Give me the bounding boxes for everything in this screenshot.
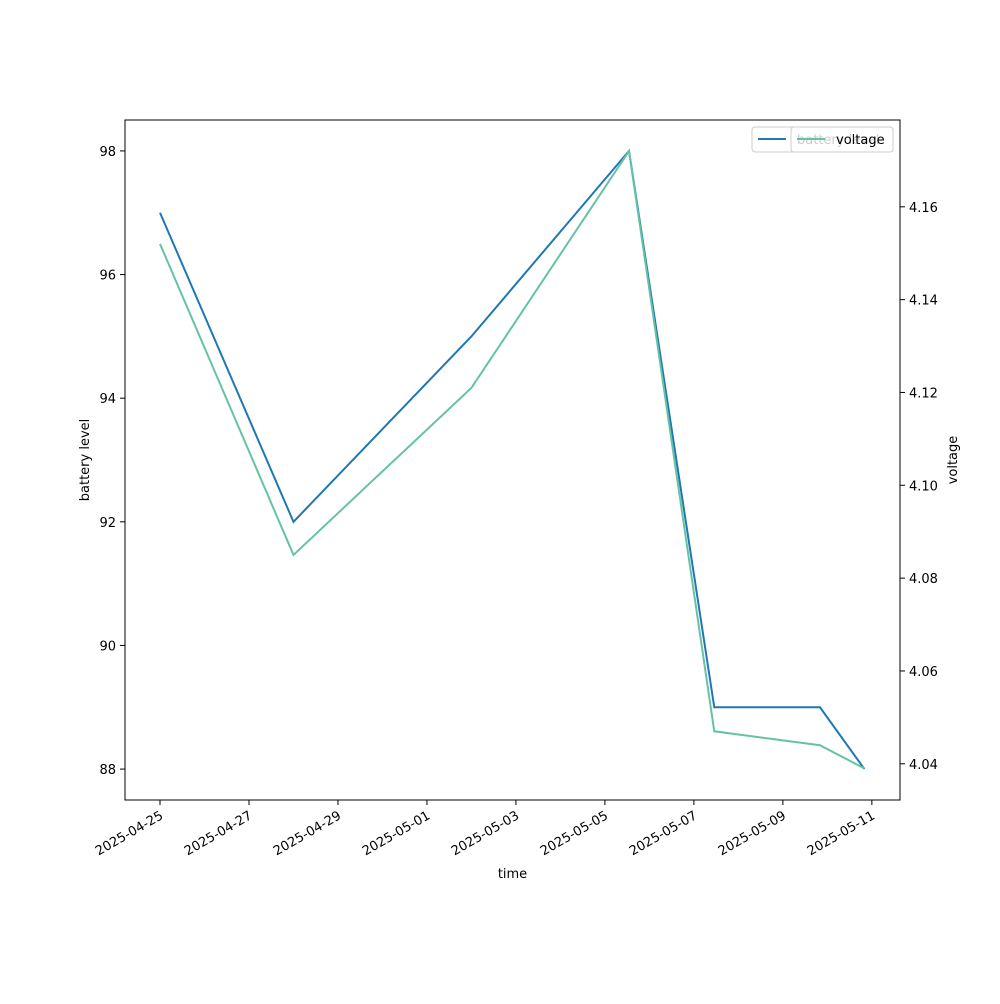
line-series — [159, 148, 865, 770]
y2-tick-label: 4.06 — [909, 665, 938, 680]
y2-tick-label: 4.04 — [909, 758, 938, 773]
y-axis-label: battery level — [78, 419, 93, 502]
y-tick-label: 96 — [99, 269, 116, 284]
y-tick-label: 92 — [99, 516, 116, 531]
plot-frame — [124, 119, 901, 801]
x-axis-label: time — [498, 867, 527, 882]
y2-tick-label: 4.14 — [909, 294, 938, 309]
y2-tick-label: 4.08 — [909, 572, 938, 587]
y2-axis-label: voltage — [946, 436, 961, 485]
legend-box — [790, 126, 894, 153]
legend-label: voltage — [836, 133, 885, 148]
y-tick-label: 98 — [99, 145, 116, 160]
y2-tick-label: 4.16 — [909, 201, 938, 216]
y-tick-label: 88 — [99, 763, 116, 778]
y-tick-label: 90 — [99, 639, 116, 654]
y2-tick-label: 4.10 — [909, 479, 938, 494]
y2-tick-label: 4.12 — [909, 386, 938, 401]
y-tick-label: 94 — [99, 392, 116, 407]
